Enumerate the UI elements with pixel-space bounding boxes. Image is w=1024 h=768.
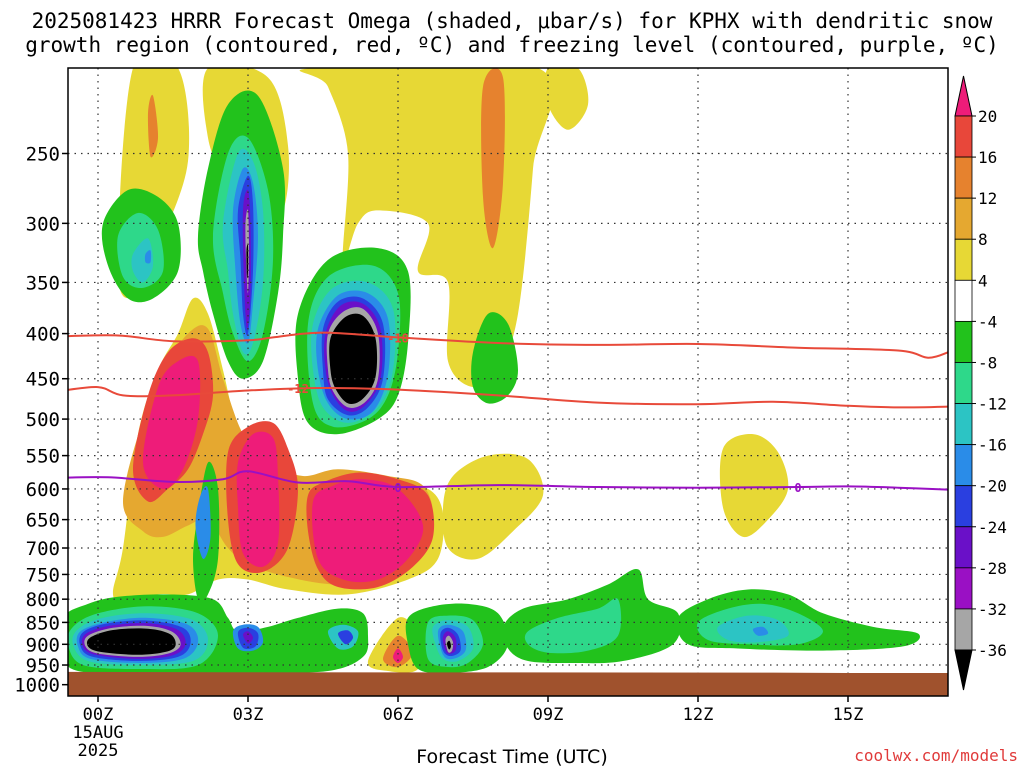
credit-link[interactable]: coolwx.com/models: [854, 746, 1018, 765]
colorbar-label: -28: [978, 559, 1007, 578]
y-tick-label: 550: [26, 446, 60, 468]
x-tick-label: 12Z: [683, 705, 714, 725]
colorbar-segment: [954, 567, 973, 610]
y-tick-label: 500: [26, 409, 60, 431]
colorbar-segment: [954, 156, 973, 199]
y-tick-label: 1000: [14, 675, 60, 697]
colorbar-label: 20: [978, 107, 997, 126]
omega-region: [752, 626, 769, 636]
colorbar-segment: [954, 238, 973, 281]
x-tick-label: 15Z: [833, 705, 864, 725]
contour-label: 0: [394, 481, 401, 495]
omega-region: [446, 640, 452, 650]
y-tick-label: 750: [26, 564, 60, 586]
grid-lines: [68, 68, 948, 696]
omega-region: [544, 68, 589, 130]
colorbar-label: 16: [978, 148, 997, 167]
contour-label: -18: [387, 331, 409, 345]
y-tick-label: 950: [26, 655, 60, 677]
omega-region: [243, 631, 253, 644]
y-tick-label: 600: [26, 479, 60, 501]
colorbar-segment: [954, 485, 973, 528]
x-tick-sublabel: 15AUG: [72, 723, 123, 743]
plot-frame: [67, 67, 949, 697]
colorbar-label: -20: [978, 477, 1007, 496]
colorbar-label: 12: [978, 189, 997, 208]
omega-region: [471, 312, 518, 404]
contour-line: [68, 331, 948, 359]
y-tick-label: 250: [26, 143, 60, 165]
y-tick-label: 900: [26, 634, 60, 656]
y-tick-label: 400: [26, 324, 60, 346]
colorbar-segment: [954, 279, 973, 322]
omega-region: [442, 453, 544, 560]
omega-region: [719, 434, 789, 538]
colorbar-label: -32: [978, 600, 1007, 619]
y-tick-label: 850: [26, 612, 60, 634]
y-tick-label: 800: [26, 589, 60, 611]
omega-region: [481, 68, 505, 249]
colorbar-segment: [954, 403, 973, 446]
omega-region: [147, 94, 159, 158]
contour-line: [68, 470, 948, 491]
chart-title-line-2: growth region (contoured, red, ºC) and f…: [25, 33, 999, 57]
y-tick-label: 450: [26, 369, 60, 391]
colorbar-segment: [954, 444, 973, 487]
x-tick-label: 03Z: [233, 705, 264, 725]
colorbar-segment: [954, 526, 973, 569]
colorbar-bottom-arrow: [954, 649, 973, 691]
colorbar-segment: [954, 115, 973, 158]
colorbar-segment: [954, 197, 973, 240]
omega-region: [144, 250, 152, 264]
x-tick-label: 09Z: [533, 705, 564, 725]
colorbar-label: -12: [978, 395, 1007, 414]
y-tick-label: 350: [26, 272, 60, 294]
terrain-fill: [68, 671, 948, 696]
colorbar-label: -24: [978, 518, 1007, 537]
omega-region: [337, 630, 354, 645]
colorbar-label: -36: [978, 641, 1007, 660]
omega-region: [131, 238, 154, 283]
omega-region: [524, 598, 622, 654]
colorbar-top-arrow: [954, 75, 973, 117]
terrain: [68, 671, 948, 696]
contour-label: -12: [287, 382, 309, 396]
x-tick-label: 00Z: [83, 705, 114, 725]
colorbar-label: -8: [978, 353, 997, 372]
colorbar-label: 8: [978, 230, 988, 249]
colorbar-label: 4: [978, 271, 988, 290]
colorbar-segment: [954, 320, 973, 363]
y-tick-label: 650: [26, 510, 60, 532]
omega-region: [86, 628, 176, 655]
omega-region: [195, 486, 211, 559]
contour-line: [68, 386, 948, 409]
colorbar-segment: [954, 362, 973, 404]
omega-region: [312, 479, 424, 583]
x-axis-title: Forecast Time (UTC): [416, 746, 608, 768]
contour-label: 0: [794, 481, 801, 495]
colorbar-label: -4: [978, 312, 997, 331]
y-tick-label: 700: [26, 538, 60, 560]
x-tick-label: 06Z: [383, 705, 414, 725]
omega-shading: [68, 68, 920, 674]
omega-region: [393, 648, 403, 663]
y-axis: 2503003504004505005506006507007508008509…: [14, 143, 68, 697]
colorbar-segment: [954, 608, 973, 651]
omega-region: [236, 431, 280, 568]
x-tick-sublabel: 2025: [78, 741, 119, 761]
colorbar-label: -16: [978, 436, 1007, 455]
colorbar: 20 16 12 8 4 -4 -8 -12 -16 -20 -24 -28 -32 -36: [954, 75, 1007, 691]
contour-lines: -18 -12 0 0: [68, 331, 948, 495]
y-tick-label: 300: [26, 213, 60, 235]
chart-title-line-1: 2025081423 HRRR Forecast Omega (shaded, …: [31, 9, 993, 33]
omega-region: [329, 313, 378, 404]
